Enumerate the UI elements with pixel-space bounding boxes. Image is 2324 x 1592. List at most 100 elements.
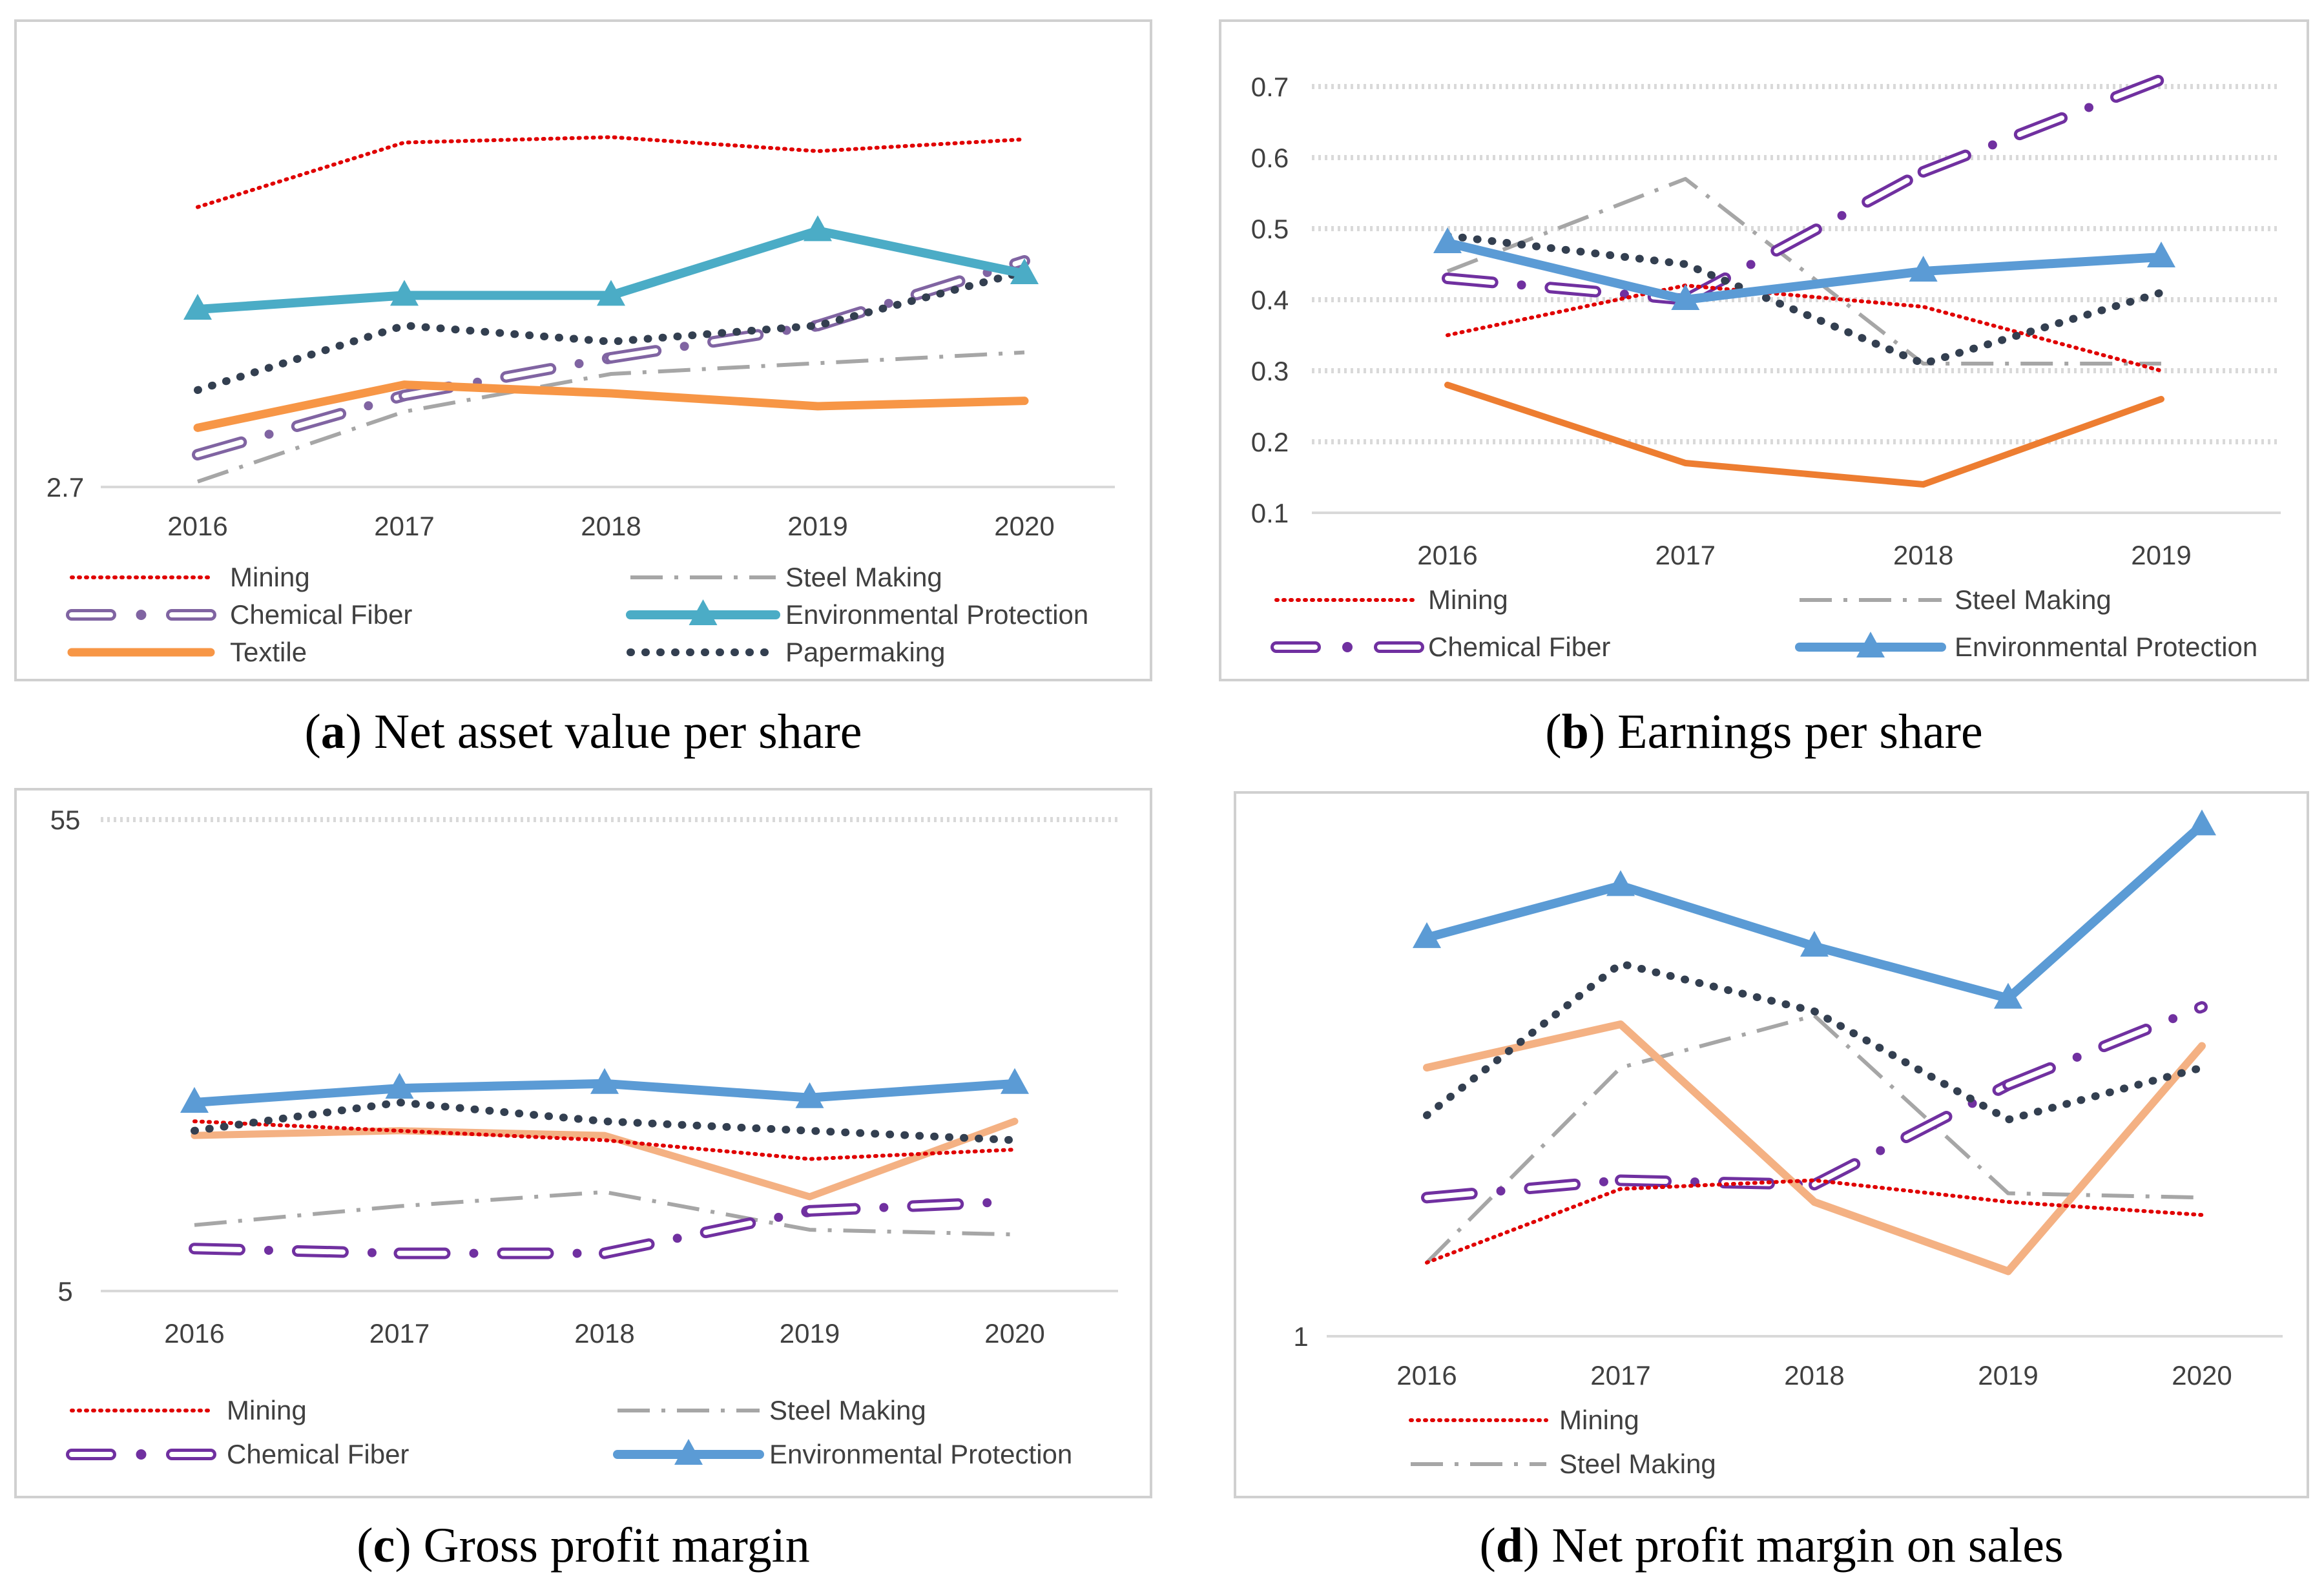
chart-d-xtick-0: 2016 xyxy=(1396,1360,1457,1390)
chart-a-series-textile xyxy=(193,380,1029,432)
caption-b: (b) Earnings per share xyxy=(1219,704,2309,760)
chart-c-series-steel xyxy=(194,1190,1015,1237)
chart-c-legend-swatch-fiber-dot xyxy=(136,1449,147,1460)
chart-c-xtick-1: 2017 xyxy=(369,1318,430,1349)
caption-c-letter: c xyxy=(373,1518,395,1573)
chart-b-ytick-0: 0.1 xyxy=(1251,498,1289,528)
chart-d-xtick-1: 2017 xyxy=(1590,1360,1650,1390)
chart-d-series-env xyxy=(1422,820,2206,1003)
chart-b-series-env-marker xyxy=(1433,227,1462,253)
chart-d-legend-label-steel: Steel Making xyxy=(1559,1449,1716,1479)
chart-a-legend-swatch-fiber-dot xyxy=(136,610,147,620)
chart-a-series-fiber-dot xyxy=(264,429,274,439)
chart-d-series-fiber-dash-inner xyxy=(1527,1181,1578,1192)
chart-a-legend-label-textile: Textile xyxy=(230,637,307,667)
chart-b-ytick-2: 0.3 xyxy=(1251,356,1289,386)
chart-b-series-paper xyxy=(1444,232,2165,367)
chart-a-series-fiber-dash-inner xyxy=(294,411,344,429)
chart-c-series-fiber-dash-inner xyxy=(192,1246,242,1252)
chart-b-series-textile xyxy=(1444,382,2164,488)
caption-c-close: ) xyxy=(395,1518,411,1573)
chart-d-series-fiber-dot xyxy=(1876,1146,1885,1155)
chart-b-series-fiber-dot xyxy=(1987,140,1997,150)
caption-d-open: ( xyxy=(1479,1518,1496,1573)
chart-c-series-env-marker xyxy=(180,1087,209,1113)
chart-b-series-env xyxy=(1443,238,2166,304)
chart-c-series-fiber-dash-inner xyxy=(910,1201,961,1209)
caption-a-letter: a xyxy=(320,705,346,759)
chart-a-series-env-marker xyxy=(804,215,832,242)
caption-a: (a) Net asset value per share xyxy=(14,704,1152,760)
chart-c-series-textile xyxy=(191,1117,1019,1201)
chart-a-plot: 2.7 2016 2017 2018 2019 2020 Mining Steel Makin… xyxy=(47,135,1115,667)
chart-c-series-fiber-dot xyxy=(469,1248,479,1258)
chart-b-series-fiber-dot xyxy=(1746,260,1756,269)
chart-b-series-fiber-dot xyxy=(2084,103,2094,112)
chart-a-series-fiber-dash-inner xyxy=(195,439,244,457)
chart-b-series-fiber-dash-inner xyxy=(1865,178,1910,205)
chart-c-series-fiber-dot xyxy=(672,1234,682,1243)
chart-c-series-fiber-dot xyxy=(264,1245,273,1255)
chart-d-xtick-3: 2019 xyxy=(1978,1360,2038,1390)
chart-b-ytick-1: 0.2 xyxy=(1251,427,1289,457)
chart-b-legend-label-fiber: Chemical Fiber xyxy=(1428,632,1610,662)
chart-c-series-fiber-dash-inner xyxy=(807,1206,858,1214)
chart-c-series-fiber-dot xyxy=(982,1198,992,1208)
chart-b-series-fiber-dash-inner xyxy=(2017,115,2065,138)
caption-d-letter: d xyxy=(1495,1518,1524,1573)
chart-b-series-env-marker xyxy=(2147,242,2175,267)
chart-a-legend-label-paper: Papermaking xyxy=(785,637,945,667)
chart-c-series-env-marker xyxy=(590,1068,619,1094)
chart-d-series-fiber-dash-inner xyxy=(1618,1177,1668,1184)
chart-c-series-env-marker xyxy=(385,1073,414,1099)
chart-b-series-steel xyxy=(1446,177,2161,366)
chart-c-series-paper xyxy=(191,1099,1019,1144)
caption-d-close: ) xyxy=(1523,1518,1540,1573)
chart-a-xtick-2: 2018 xyxy=(581,511,641,541)
chart-a-series-fiber-dot xyxy=(364,401,373,411)
chart-c-series-fiber-dot xyxy=(367,1248,377,1257)
caption-d-text: Net profit margin on sales xyxy=(1551,1518,2064,1573)
chart-b-legend-swatch-env-marker xyxy=(1856,632,1885,657)
chart-c-xtick-4: 2020 xyxy=(984,1318,1044,1349)
panel-c: 5 55 2016 2017 2018 2019 2020 Mining Steel Makin… xyxy=(14,788,1152,1498)
chart-d-series-steel xyxy=(1425,1013,2203,1265)
chart-c-series-env-marker xyxy=(795,1082,824,1108)
chart-c-series-env-marker xyxy=(1001,1068,1029,1094)
chart-b-series-fiber-dash-inner xyxy=(1774,227,1819,254)
chart-c-series-fiber-dot xyxy=(572,1248,582,1258)
chart-a-series-fiber-dot xyxy=(574,359,584,369)
caption-c-text: Gross profit margin xyxy=(423,1518,810,1573)
chart-a-legend-label-fiber: Chemical Fiber xyxy=(230,599,412,630)
caption-c-open: ( xyxy=(357,1518,373,1573)
caption-c: (c) Gross profit margin xyxy=(14,1518,1152,1574)
chart-d-series-paper xyxy=(1423,960,2206,1124)
caption-a-open: ( xyxy=(304,705,321,759)
chart-d-xtick-2: 2018 xyxy=(1784,1360,1844,1390)
chart-a-series-fiber-dash-inner xyxy=(913,278,962,298)
chart-d-series-env-marker xyxy=(1800,931,1829,957)
chart-b-legend-label-mining: Mining xyxy=(1428,584,1508,615)
panel-d: 1 2016 2017 2018 2019 2020 Mining Steel Making xyxy=(1234,791,2309,1498)
chart-a-ytick-0: 2.7 xyxy=(47,472,84,502)
chart-a-series-fiber-dot xyxy=(680,342,689,351)
caption-a-close: ) xyxy=(345,705,362,759)
chart-d-series-fiber-dash-inner xyxy=(2101,1027,2149,1049)
chart-b-series-fiber-dot xyxy=(1837,211,1847,220)
caption-b-letter: b xyxy=(1561,705,1589,759)
chart-a-series-fiber-dot xyxy=(884,298,893,308)
chart-d-series-fiber-dot xyxy=(1599,1177,1608,1186)
chart-b-legend-label-env: Environmental Protection xyxy=(1955,632,2257,662)
chart-b-series-mining xyxy=(1446,284,2163,373)
chart-b-xtick-2: 2018 xyxy=(1893,540,1953,570)
chart-b-legend-swatch-fiber-dot xyxy=(1342,642,1353,652)
chart-b-series-env-marker xyxy=(1671,284,1700,310)
chart-a-series-fiber-dash-inner xyxy=(608,348,659,360)
chart-d-plot: 1 2016 2017 2018 2019 2020 Mining Steel Making xyxy=(1293,809,2283,1479)
chart-c-series-group xyxy=(180,1068,1029,1259)
chart-d-legend-label-mining: Mining xyxy=(1559,1405,1639,1435)
chart-d-series-fiber-dash-inner xyxy=(2006,1065,2053,1088)
chart-d-series-fiber-dash-inner xyxy=(1904,1114,1949,1141)
caption-b-open: ( xyxy=(1545,705,1562,759)
